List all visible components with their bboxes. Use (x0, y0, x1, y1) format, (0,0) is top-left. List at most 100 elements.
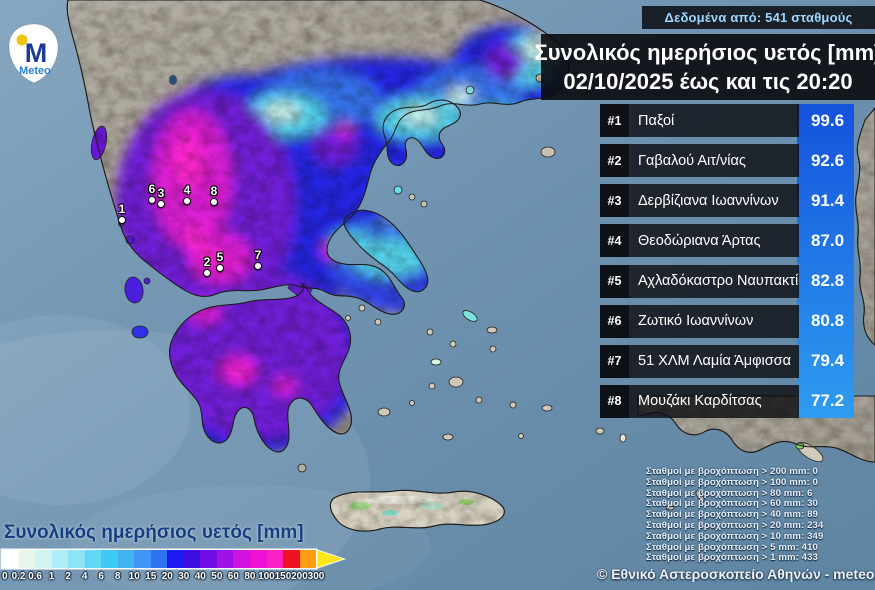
station-marker-dot (203, 269, 211, 277)
legend-color-segment (117, 550, 135, 568)
legend-color-segment (167, 550, 184, 568)
logo-wordmark: Meteo (19, 65, 51, 77)
stat-line: Σταθμοί με βροχόπτωση > 60 mm: 30 (646, 498, 818, 510)
station-marker-dot (157, 200, 165, 208)
station-marker-dot (216, 264, 224, 272)
station-name: Δερβίζιανα Ιωαννίνων (629, 184, 799, 218)
station-marker-dot (183, 197, 191, 205)
legend-tick: 0.2 (11, 571, 26, 582)
station-marker: 6 (148, 182, 156, 204)
rainfall-value: 79.4 (810, 351, 845, 371)
rainfall-stats-list: Σταθμοί με βροχόπτωση > 200 mm: 0 Σταθμοί… (646, 466, 824, 564)
station-marker-label: 4 (183, 183, 191, 197)
station-name: Μουζάκι Καρδίτσας (629, 384, 799, 418)
station-marker: 1 (118, 202, 126, 224)
legend-color-segment (18, 550, 36, 568)
legend-tick: 0.6 (28, 571, 42, 582)
legend-tick: 60 (227, 571, 239, 582)
data-source-bar: Δεδομένα από: 541 σταθμούς (642, 6, 875, 29)
station-marker: 2 (203, 255, 211, 277)
station-name: Ζωτικό Ιωαννίνων (629, 304, 799, 338)
station-marker-dot (254, 262, 262, 270)
legend-color-segment (233, 550, 250, 568)
stat-line: Σταθμοί με βροχόπτωση > 5 mm: 410 (646, 541, 818, 553)
legend-tick: 2 (65, 571, 71, 582)
rainfall-value: 99.6 (810, 110, 845, 130)
station-marker: 5 (216, 251, 224, 272)
legend-color-segment (299, 550, 317, 568)
station-marker-label: 7 (254, 248, 262, 262)
stat-line: Σταθμοί με βροχόπτωση > 10 mm: 349 (646, 530, 824, 542)
stat-line: Σταθμοί με βροχόπτωση > 40 mm: 89 (646, 509, 818, 521)
station-marker-dot (148, 196, 156, 204)
legend-tick: 20 (161, 571, 173, 582)
legend-color-segment (35, 550, 52, 568)
station-name: Θεοδώριανα Άρτας (629, 224, 799, 258)
legend-color-segment (2, 550, 19, 568)
legend-color-segment (150, 550, 168, 568)
legend-tick: 50 (211, 571, 223, 582)
legend-tick: 4 (81, 571, 88, 582)
rainfall-value: 91.4 (810, 190, 845, 210)
legend-tick: 40 (194, 571, 206, 582)
legend-tick: 8 (114, 571, 121, 582)
station-name: 51 ΧΛΜ Λαμία Άμφισσα (629, 344, 799, 378)
station-marker-label: 2 (203, 255, 211, 269)
leaderboard-row: #3 Δερβίζιανα Ιωαννίνων 91.4 (600, 184, 856, 218)
rainfall-value: 92.6 (810, 150, 845, 170)
rank-label: #5 (600, 264, 629, 298)
legend-arrow (316, 550, 343, 568)
legend-color-segment (101, 550, 118, 568)
stat-line: Σταθμοί με βροχόπτωση > 80 mm: 6 (646, 487, 813, 499)
legend-tick-labels: 0 0.2 0.6 1 2 4 6 8 10 15 20 30 40 50 60 80 100 150 200 300 (2, 571, 362, 584)
station-marker: 4 (183, 183, 191, 205)
lake (169, 75, 177, 85)
leaderboard-row: #1 Παξοί 99.6 (600, 104, 856, 137)
attribution: © Εθνικό Αστεροσκοπείο Αθηνών - meteo.g (597, 566, 875, 582)
rank-label: #6 (600, 304, 629, 338)
station-marker: 8 (210, 184, 218, 206)
map-datetime: 02/10/2025 έως και τις 20:20 (563, 69, 853, 94)
rank-label: #1 (600, 104, 629, 137)
legend-tick: 30 (178, 571, 190, 582)
legend-color-segment (183, 550, 201, 568)
legend-color-segment (200, 550, 217, 568)
legend-color-segment (249, 550, 267, 568)
stat-line: Σταθμοί με βροχόπτωση > 1 mm: 433 (646, 552, 818, 564)
rainfall-value: 77.2 (810, 391, 845, 411)
title-panel: Συνολικός ημερήσιος υετός [mm] 02/10/202… (535, 34, 875, 100)
station-name: Αχλαδόκαστρο Ναυπακτίας (629, 264, 799, 298)
stat-line: Σταθμοί με βροχόπτωση > 200 mm: 0 (646, 466, 818, 477)
station-marker-dot (210, 198, 218, 206)
leaderboard-row: #8 Μουζάκι Καρδίτσας 77.2 (600, 384, 856, 418)
leaderboard-row: #5 Αχλαδόκαστρο Ναυπακτίας 82.8 (600, 264, 856, 298)
rank-label: #2 (600, 144, 629, 178)
leaderboard-row: #4 Θεοδώριανα Άρτας 87.0 (600, 224, 856, 258)
station-name: Γαβαλού Αιτ/νίας (629, 144, 799, 178)
station-marker-label: 6 (148, 182, 156, 196)
logo-letter: M (25, 38, 48, 68)
legend-color-segment (216, 550, 234, 568)
legend-tick: 1 (48, 571, 55, 582)
station-marker-label: 8 (210, 184, 218, 198)
station-marker: 3 (157, 187, 165, 208)
rank-label: #8 (600, 384, 629, 418)
station-marker-dot (118, 216, 126, 224)
leaderboard-row: #2 Γαβαλού Αιτ/νίας 92.6 (600, 144, 856, 178)
legend-tick: 15 (145, 571, 157, 582)
legend-color-segment (266, 550, 284, 568)
rank-label: #7 (600, 344, 629, 378)
value-column (797, 104, 854, 418)
rainfall-value: 87.0 (810, 230, 845, 250)
station-name: Παξοί (629, 104, 799, 137)
legend-tick: 300 (307, 571, 325, 582)
station-marker-label: 1 (118, 202, 126, 216)
meteo-logo: M Meteo (7, 23, 61, 85)
legend-tick: 6 (98, 571, 104, 582)
stat-line: Σταθμοί με βροχόπτωση > 20 mm: 234 (646, 519, 824, 531)
legend-tick: 0 (2, 571, 8, 582)
rank-label: #4 (600, 224, 629, 258)
legend-color-segment (134, 550, 151, 568)
islands (90, 73, 824, 511)
